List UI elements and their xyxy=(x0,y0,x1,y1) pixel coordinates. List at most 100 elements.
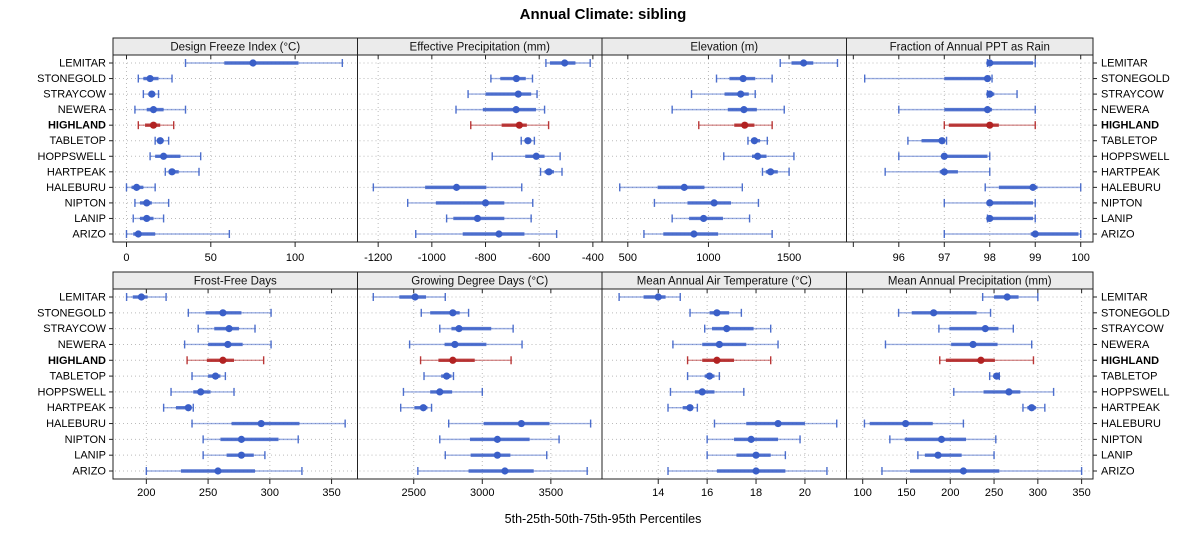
median-dot xyxy=(524,137,532,145)
percentile-row-hoppswell xyxy=(149,152,202,161)
site-label-right: TABLETOP xyxy=(1101,135,1157,147)
percentile-row-straycow xyxy=(938,324,1015,333)
percentile-row-highland xyxy=(419,356,512,365)
median-dot xyxy=(690,230,698,238)
percentile-row-hartpeak xyxy=(162,403,194,412)
median-dot xyxy=(452,183,461,191)
median-dot xyxy=(455,325,463,333)
percentile-row-haleburu xyxy=(619,183,744,192)
site-label-right: NEWERA xyxy=(1101,104,1150,116)
median-dot xyxy=(938,137,946,145)
percentile-row-nipton xyxy=(653,198,760,207)
median-dot xyxy=(713,356,721,364)
site-label-right: HARTPEAK xyxy=(1101,166,1161,178)
median-dot xyxy=(740,106,748,114)
percentile-row-lemitar xyxy=(184,59,344,67)
percentile-row-newera xyxy=(671,105,785,114)
median-dot xyxy=(902,419,910,428)
median-dot xyxy=(986,59,994,67)
median-dot xyxy=(799,59,808,67)
x-tick-label: 3000 xyxy=(470,487,494,499)
percentile-row-highland xyxy=(470,121,550,130)
x-tick-label: 96 xyxy=(893,252,905,264)
median-dot xyxy=(156,137,164,145)
median-dot xyxy=(168,168,176,176)
x-tick-label: 350 xyxy=(1072,487,1090,499)
median-dot xyxy=(940,152,948,160)
x-tick-label: 20 xyxy=(799,487,811,499)
percentile-row-straycow xyxy=(690,90,756,99)
median-dot xyxy=(986,121,994,129)
site-label-left: NIPTON xyxy=(65,197,106,209)
median-dot xyxy=(983,106,992,114)
median-dot xyxy=(747,435,755,443)
median-dot xyxy=(493,435,501,443)
median-dot xyxy=(969,340,977,349)
x-tick-label: 250 xyxy=(985,487,1003,499)
x-tick-label: -1000 xyxy=(418,252,446,264)
median-dot xyxy=(959,467,968,475)
percentile-row-lanip xyxy=(444,451,548,460)
median-dot xyxy=(713,309,721,317)
percentile-row-stonegold xyxy=(897,308,992,317)
percentile-row-lanip xyxy=(132,214,165,223)
percentile-row-hoppswell xyxy=(669,387,745,396)
median-dot xyxy=(148,90,156,98)
site-label-right: STONEGOLD xyxy=(1101,73,1170,85)
x-tick-label: 1500 xyxy=(777,252,801,264)
x-tick-label: 300 xyxy=(1029,487,1047,499)
percentile-row-lanip xyxy=(917,451,995,460)
percentile-row-haleburu xyxy=(713,419,838,428)
percentile-row-lanip xyxy=(671,214,751,223)
median-dot xyxy=(686,404,694,412)
median-dot xyxy=(934,451,942,459)
median-dot xyxy=(705,372,714,380)
site-label-right: ARIZO xyxy=(1101,229,1135,241)
percentile-row-tabletop xyxy=(988,372,1001,381)
median-dot xyxy=(766,168,775,176)
median-dot xyxy=(501,467,509,475)
median-dot xyxy=(700,214,708,223)
x-tick-label: 98 xyxy=(984,252,996,264)
site-label-right: HALEBURU xyxy=(1101,182,1161,194)
percentile-row-nipton xyxy=(889,435,997,444)
median-dot xyxy=(219,356,227,364)
panel-title: Elevation (m) xyxy=(690,42,758,54)
percentile-row-haleburu xyxy=(372,183,523,192)
percentile-row-newera xyxy=(455,105,546,114)
panel-border xyxy=(846,288,1094,480)
percentile-row-hartpeak xyxy=(164,167,200,176)
median-dot xyxy=(752,451,760,459)
x-tick-label: 0 xyxy=(123,252,129,264)
median-dot xyxy=(237,451,246,459)
median-dot xyxy=(249,59,257,67)
median-dot xyxy=(257,419,265,428)
percentile-row-lanip xyxy=(986,214,1036,223)
median-dot xyxy=(532,152,540,160)
site-label-left: LEMITAR xyxy=(59,58,106,70)
x-tick-label: 97 xyxy=(938,252,950,264)
x-tick-label: 100 xyxy=(1072,252,1090,264)
median-dot xyxy=(561,59,569,67)
percentile-row-stonegold xyxy=(689,308,743,317)
panel-title: Mean Annual Precipitation (mm) xyxy=(888,276,1052,288)
percentile-row-nipton xyxy=(943,198,1036,207)
median-dot xyxy=(739,74,747,83)
chart-title: Annual Climate: sibling xyxy=(519,6,687,23)
median-dot xyxy=(481,199,490,207)
x-tick-label: 100 xyxy=(854,487,872,499)
percentile-row-highland xyxy=(943,121,1036,130)
x-tick-label: 1000 xyxy=(696,252,720,264)
site-label-right: LEMITAR xyxy=(1101,58,1148,70)
percentile-row-lemitar xyxy=(986,59,1036,67)
percentile-row-hoppswell xyxy=(402,387,483,396)
panel-border xyxy=(112,288,358,480)
site-label-left: STRAYCOW xyxy=(43,89,106,101)
percentile-row-stonegold xyxy=(137,74,173,83)
median-dot xyxy=(986,199,994,207)
median-dot xyxy=(224,340,232,349)
percentile-row-lemitar xyxy=(125,293,167,301)
percentile-row-tabletop xyxy=(686,372,721,381)
median-dot xyxy=(493,451,501,459)
percentile-row-straycow xyxy=(142,90,160,99)
